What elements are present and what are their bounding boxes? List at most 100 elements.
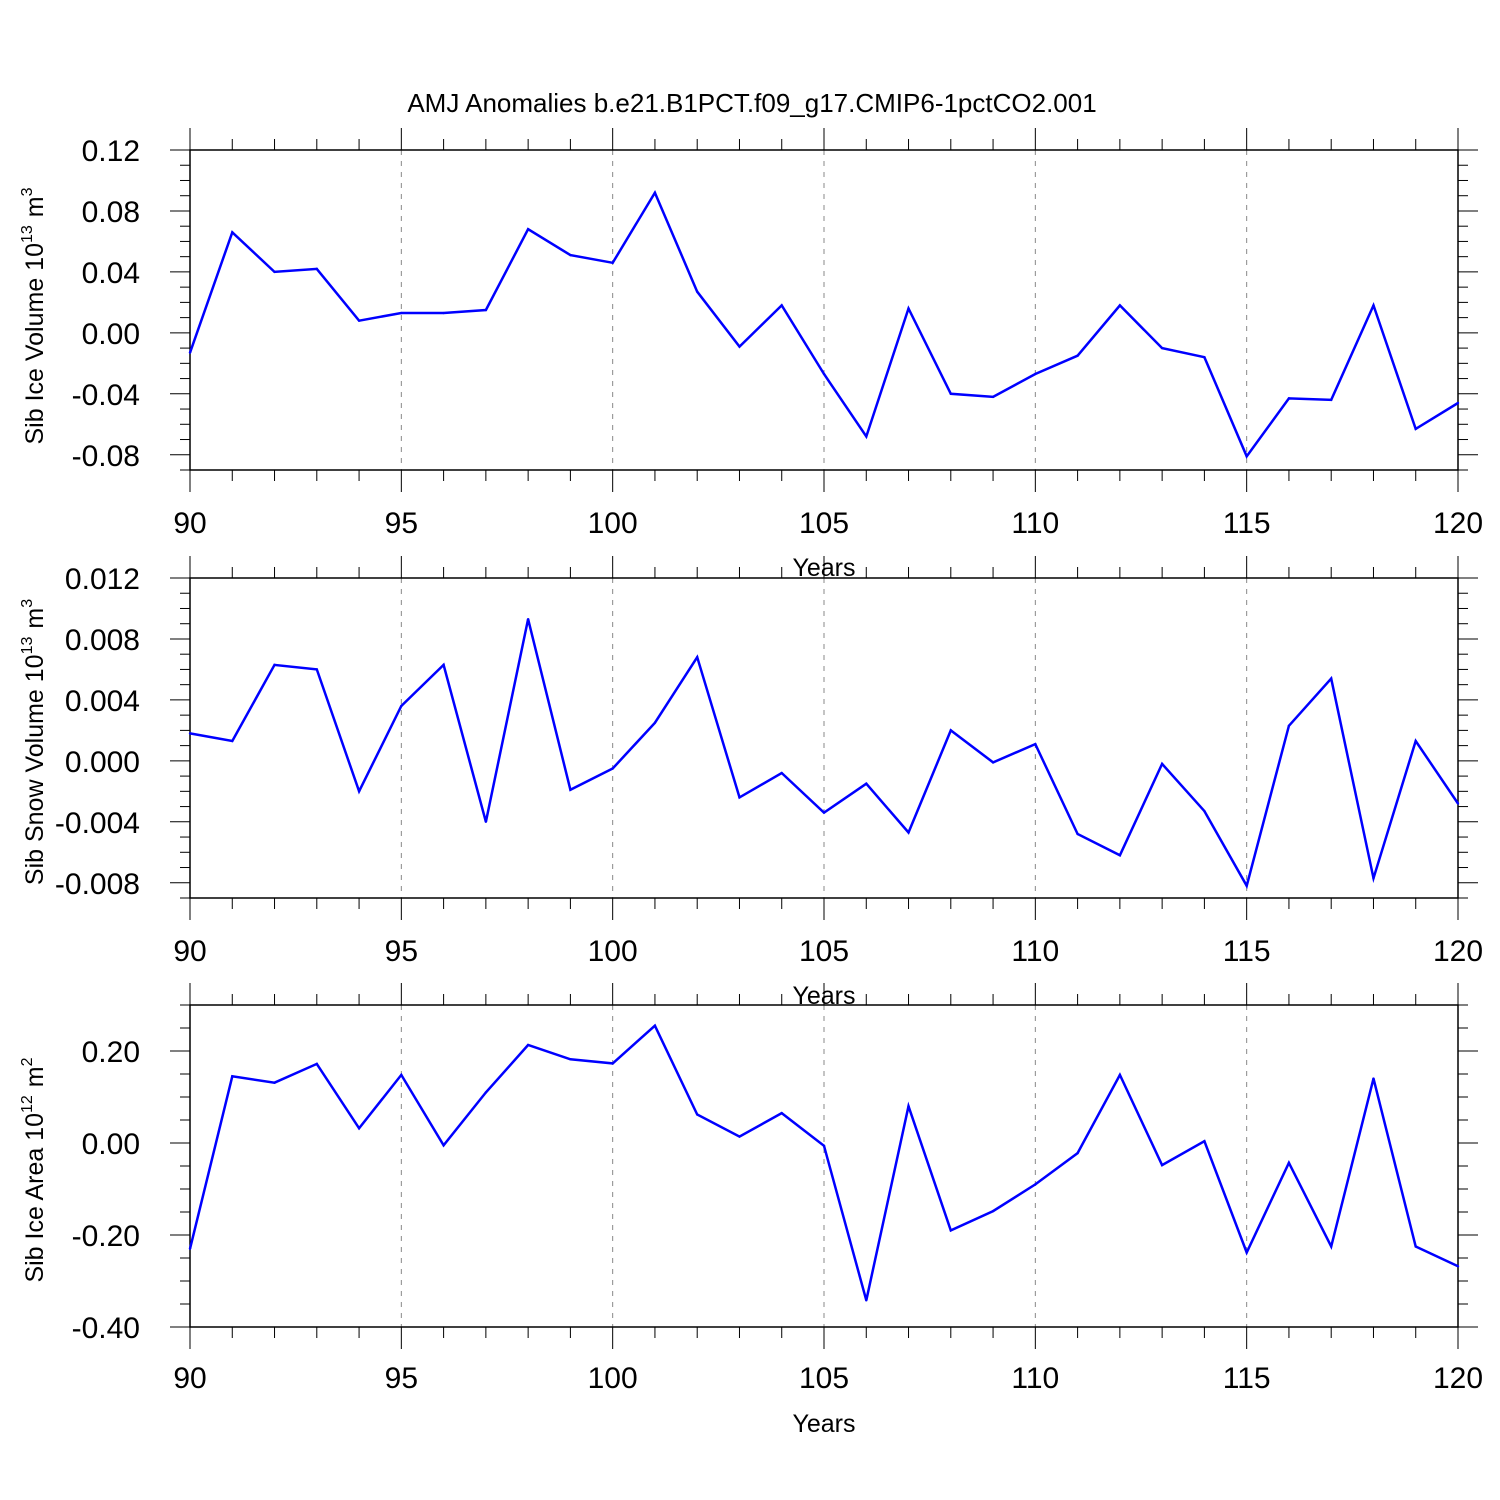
y-tick-label: 0.00	[82, 318, 140, 351]
data-point	[188, 351, 192, 354]
panel-1: 0.12 0.08 0.04 0.00 -0.04 -0.08 90 95 100 105 110 1…	[19, 128, 1483, 582]
x-tick-label: 95	[385, 1362, 418, 1395]
data-point	[1203, 1139, 1206, 1143]
y-tick-label: 0.000	[65, 746, 140, 779]
data-point	[1287, 397, 1291, 400]
data-point	[1372, 1077, 1375, 1080]
x-tick-label: 110	[1011, 1362, 1059, 1395]
data-point	[1414, 1245, 1417, 1248]
panel-2: 0.012 0.008 0.004 0.000 -0.004 -0.008 90 95 100 1…	[19, 556, 1483, 1010]
x-tick-label: 100	[588, 507, 638, 540]
data-point	[1034, 742, 1037, 746]
data-point	[569, 788, 572, 792]
data-point	[1372, 304, 1375, 307]
data-point	[1456, 802, 1460, 805]
data-point	[400, 704, 403, 708]
data-point	[1118, 1073, 1122, 1077]
data-point	[907, 831, 910, 834]
data-point	[865, 1299, 868, 1302]
y-axis-title-exponent: 12	[19, 1095, 36, 1113]
data-point	[273, 270, 276, 274]
y-axis-title-unit: m	[21, 1066, 49, 1087]
data-point	[1076, 354, 1079, 357]
x-tick-label: 90	[173, 1362, 206, 1395]
y-tick-label: 0.00	[82, 1128, 140, 1161]
y-axis-title-text: Sib Ice Area 10	[21, 1113, 49, 1283]
data-point	[611, 261, 614, 264]
data-point	[696, 1113, 699, 1116]
data-point	[1414, 739, 1417, 743]
data-point	[1414, 427, 1417, 431]
y-tick-label: 0.12	[82, 135, 140, 168]
x-tick-label: 95	[385, 507, 418, 540]
data-point	[611, 1062, 614, 1065]
data-point	[400, 1073, 403, 1077]
y-tick-label: 0.20	[82, 1036, 140, 1069]
data-point	[1076, 1151, 1079, 1155]
data-point	[1203, 356, 1206, 359]
y-tick-label: 0.08	[82, 196, 140, 229]
y-axis-title-unit: m	[21, 196, 49, 217]
y-axis-title-text: Sib Ice Volume 10	[21, 243, 49, 445]
data-point	[780, 304, 783, 307]
data-point	[738, 796, 741, 799]
y-axis-title-unit: m	[21, 608, 49, 629]
data-point	[907, 307, 910, 310]
data-point	[738, 1135, 741, 1138]
data-point	[442, 311, 445, 315]
x-tick-label: 115	[1223, 1362, 1271, 1395]
y-axis-title-exponent: 13	[19, 225, 36, 243]
y-axis-title-unit-exponent: 3	[19, 599, 36, 608]
x-tick-label: 100	[588, 1362, 638, 1395]
data-point	[949, 1229, 952, 1232]
data-point	[780, 771, 783, 775]
data-point	[1034, 372, 1037, 376]
data-point	[696, 656, 699, 659]
panel-3: 0.20 0.00 -0.20 -0.40 90 95 100 105 110 115 120 Yea…	[19, 983, 1483, 1438]
x-tick-label: 105	[799, 1362, 849, 1395]
data-point	[907, 1105, 910, 1108]
data-point	[526, 617, 530, 621]
x-tick-label: 115	[1223, 507, 1271, 540]
data-point	[1372, 876, 1375, 880]
data-point	[653, 1024, 657, 1027]
y-axis-title: Sib Ice Area 1012 m2	[19, 1057, 49, 1282]
x-tick-label: 110	[1011, 935, 1059, 968]
data-point	[400, 311, 403, 315]
data-point	[1160, 346, 1164, 350]
data-point	[188, 1247, 192, 1251]
y-tick-label: -0.04	[72, 379, 140, 412]
data-point	[315, 267, 318, 271]
data-point	[1160, 762, 1164, 766]
data-point	[1456, 1265, 1460, 1268]
x-tick-label: 105	[799, 507, 849, 540]
data-point	[1245, 455, 1248, 458]
data-point	[231, 1075, 234, 1078]
chart-title: AMJ Anomalies b.e21.B1PCT.f09_g17.CMIP6-…	[407, 88, 1096, 118]
data-point	[653, 191, 657, 194]
data-point	[1160, 1163, 1164, 1167]
y-tick-label: -0.20	[72, 1220, 140, 1253]
y-tick-label: -0.004	[55, 807, 140, 840]
data-point	[484, 820, 488, 824]
data-point	[442, 663, 445, 667]
data-point	[273, 663, 276, 667]
y-tick-label: 0.004	[65, 685, 140, 718]
data-point	[738, 345, 741, 348]
y-axis-title-unit-exponent: 3	[19, 187, 36, 196]
data-point	[357, 1127, 361, 1130]
data-point	[991, 761, 995, 764]
y-axis-title: Sib Snow Volume 1013 m3	[19, 599, 49, 885]
y-tick-label: -0.08	[72, 440, 140, 473]
data-point	[780, 1111, 783, 1115]
data-point	[1330, 1245, 1333, 1248]
data-point	[1330, 677, 1333, 680]
data-point	[1076, 832, 1079, 836]
y-axis-title-unit-exponent: 2	[19, 1057, 36, 1066]
y-axis-title: Sib Ice Volume 1013 m3	[19, 187, 49, 444]
data-point	[1287, 724, 1291, 728]
y-tick-label: -0.40	[72, 1312, 140, 1345]
x-axis-title: Years	[792, 1410, 855, 1438]
data-point	[231, 739, 234, 743]
data-point	[865, 435, 868, 438]
